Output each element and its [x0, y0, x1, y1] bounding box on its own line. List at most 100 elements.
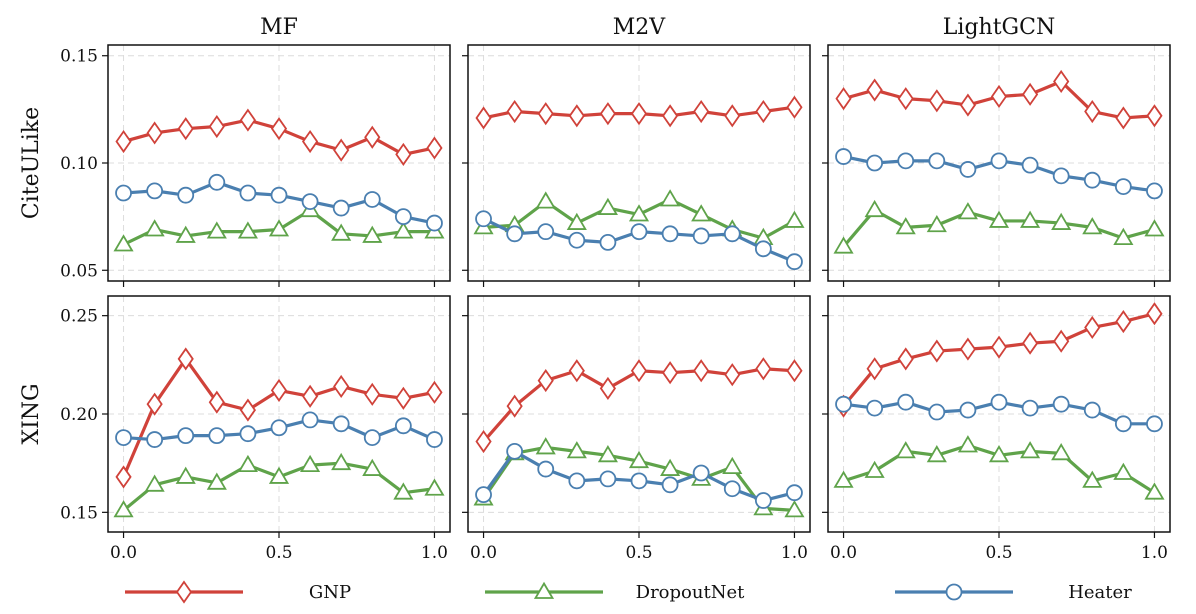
panel-frame [827, 295, 1171, 533]
data-point-heater [630, 472, 648, 490]
data-point-gnp [115, 129, 132, 154]
data-point-dropoutnet [784, 210, 805, 228]
data-point-gnp [1021, 331, 1039, 355]
data-point-gnp [426, 136, 443, 160]
x-tick-label: 0.5 [985, 543, 1012, 563]
data-point-heater [239, 184, 257, 202]
y-tick-label: 0.25 [60, 307, 98, 327]
data-point-gnp [568, 359, 585, 383]
data-point-dropoutnet [1051, 443, 1072, 461]
data-point-heater [568, 231, 586, 249]
data-point-dropoutnet [784, 500, 805, 518]
legend-marker-heater [945, 583, 963, 601]
legend-marker-gnp [175, 580, 193, 604]
data-point-heater [537, 460, 555, 478]
data-point-gnp [177, 117, 194, 141]
data-point-gnp [990, 84, 1008, 109]
data-point-dropoutnet [957, 435, 978, 453]
y-tick-label: 0.20 [60, 405, 98, 425]
data-point-heater [394, 417, 412, 435]
data-point-heater [990, 393, 1008, 411]
data-point-heater [754, 240, 772, 258]
data-point-gnp [928, 89, 945, 113]
panel-frame [827, 44, 1171, 282]
y-tick-label: 0.15 [60, 47, 98, 67]
data-point-dropoutnet [628, 450, 650, 469]
data-point-heater [1114, 178, 1132, 196]
data-point-gnp [208, 390, 225, 414]
data-point-heater [661, 225, 679, 243]
data-point-gnp [1084, 315, 1101, 340]
data-point-dropoutnet [268, 466, 290, 484]
data-point-heater [363, 429, 381, 447]
data-point-dropoutnet [393, 221, 414, 239]
data-point-heater [599, 470, 617, 488]
x-tick-label: 0.5 [625, 543, 652, 563]
data-point-heater [661, 476, 679, 494]
data-point-dropoutnet [144, 219, 165, 237]
data-point-gnp [239, 398, 257, 422]
data-point-gnp [426, 380, 443, 404]
data-point-dropoutnet [175, 225, 196, 243]
data-point-dropoutnet [1082, 470, 1103, 488]
x-tick-label: 0.5 [265, 543, 292, 563]
panel-frame [107, 295, 451, 533]
data-point-gnp [1053, 329, 1070, 353]
data-point-heater [208, 427, 226, 445]
data-point-gnp [301, 384, 319, 408]
data-point-heater [1083, 401, 1101, 419]
data-point-gnp [661, 104, 679, 128]
data-point-dropoutnet [597, 197, 618, 215]
legend-marker-dropoutnet [533, 581, 555, 599]
data-point-heater [239, 425, 257, 443]
data-point-dropoutnet [268, 219, 290, 237]
data-point-heater [506, 442, 524, 460]
data-point-dropoutnet [1113, 462, 1134, 480]
data-point-dropoutnet [833, 236, 854, 254]
data-point-gnp [959, 93, 977, 117]
data-point-heater [786, 253, 803, 271]
data-point-gnp [1115, 309, 1132, 334]
panel-citeulike-lightgcn [822, 44, 1171, 287]
data-point-dropoutnet [895, 441, 916, 459]
data-point-gnp [1115, 106, 1132, 130]
data-point-dropoutnet [535, 191, 556, 209]
data-point-dropoutnet [424, 478, 445, 496]
data-point-gnp [364, 382, 381, 406]
data-point-gnp [897, 87, 914, 111]
data-point-heater [835, 395, 852, 413]
data-point-heater [723, 480, 741, 498]
data-point-dropoutnet [300, 454, 321, 473]
data-point-gnp [239, 108, 257, 132]
data-point-heater [928, 403, 946, 421]
legend-label-dropoutnet: DropoutNet [636, 582, 745, 603]
data-point-heater [1052, 167, 1070, 185]
data-point-dropoutnet [535, 437, 556, 455]
data-point-heater [426, 431, 443, 448]
data-point-gnp [1146, 104, 1163, 128]
data-point-heater [692, 464, 710, 482]
data-point-gnp [1053, 69, 1070, 94]
data-point-heater [897, 393, 915, 411]
data-point-gnp [395, 142, 412, 166]
data-point-heater [301, 411, 319, 429]
data-point-dropoutnet [895, 217, 916, 235]
data-point-heater [146, 431, 164, 448]
data-point-dropoutnet [660, 458, 681, 476]
data-point-gnp [506, 99, 523, 124]
data-point-gnp [177, 347, 194, 371]
data-point-dropoutnet [988, 445, 1010, 463]
legend-label-gnp: GNP [309, 582, 351, 603]
data-point-gnp [115, 465, 132, 489]
data-point-gnp [475, 429, 492, 454]
panel-frame [467, 44, 811, 282]
data-point-gnp [333, 374, 350, 399]
data-point-heater [897, 152, 915, 170]
data-point-dropoutnet [331, 223, 352, 241]
data-point-dropoutnet [988, 210, 1010, 228]
y-tick-label: 0.05 [60, 261, 98, 281]
data-point-dropoutnet [660, 189, 681, 207]
panel-xing-mf: 0.0 0.5 1.0 0.15 0.20 0.25 [60, 295, 451, 563]
data-point-heater [692, 227, 710, 245]
data-point-heater [959, 401, 977, 419]
